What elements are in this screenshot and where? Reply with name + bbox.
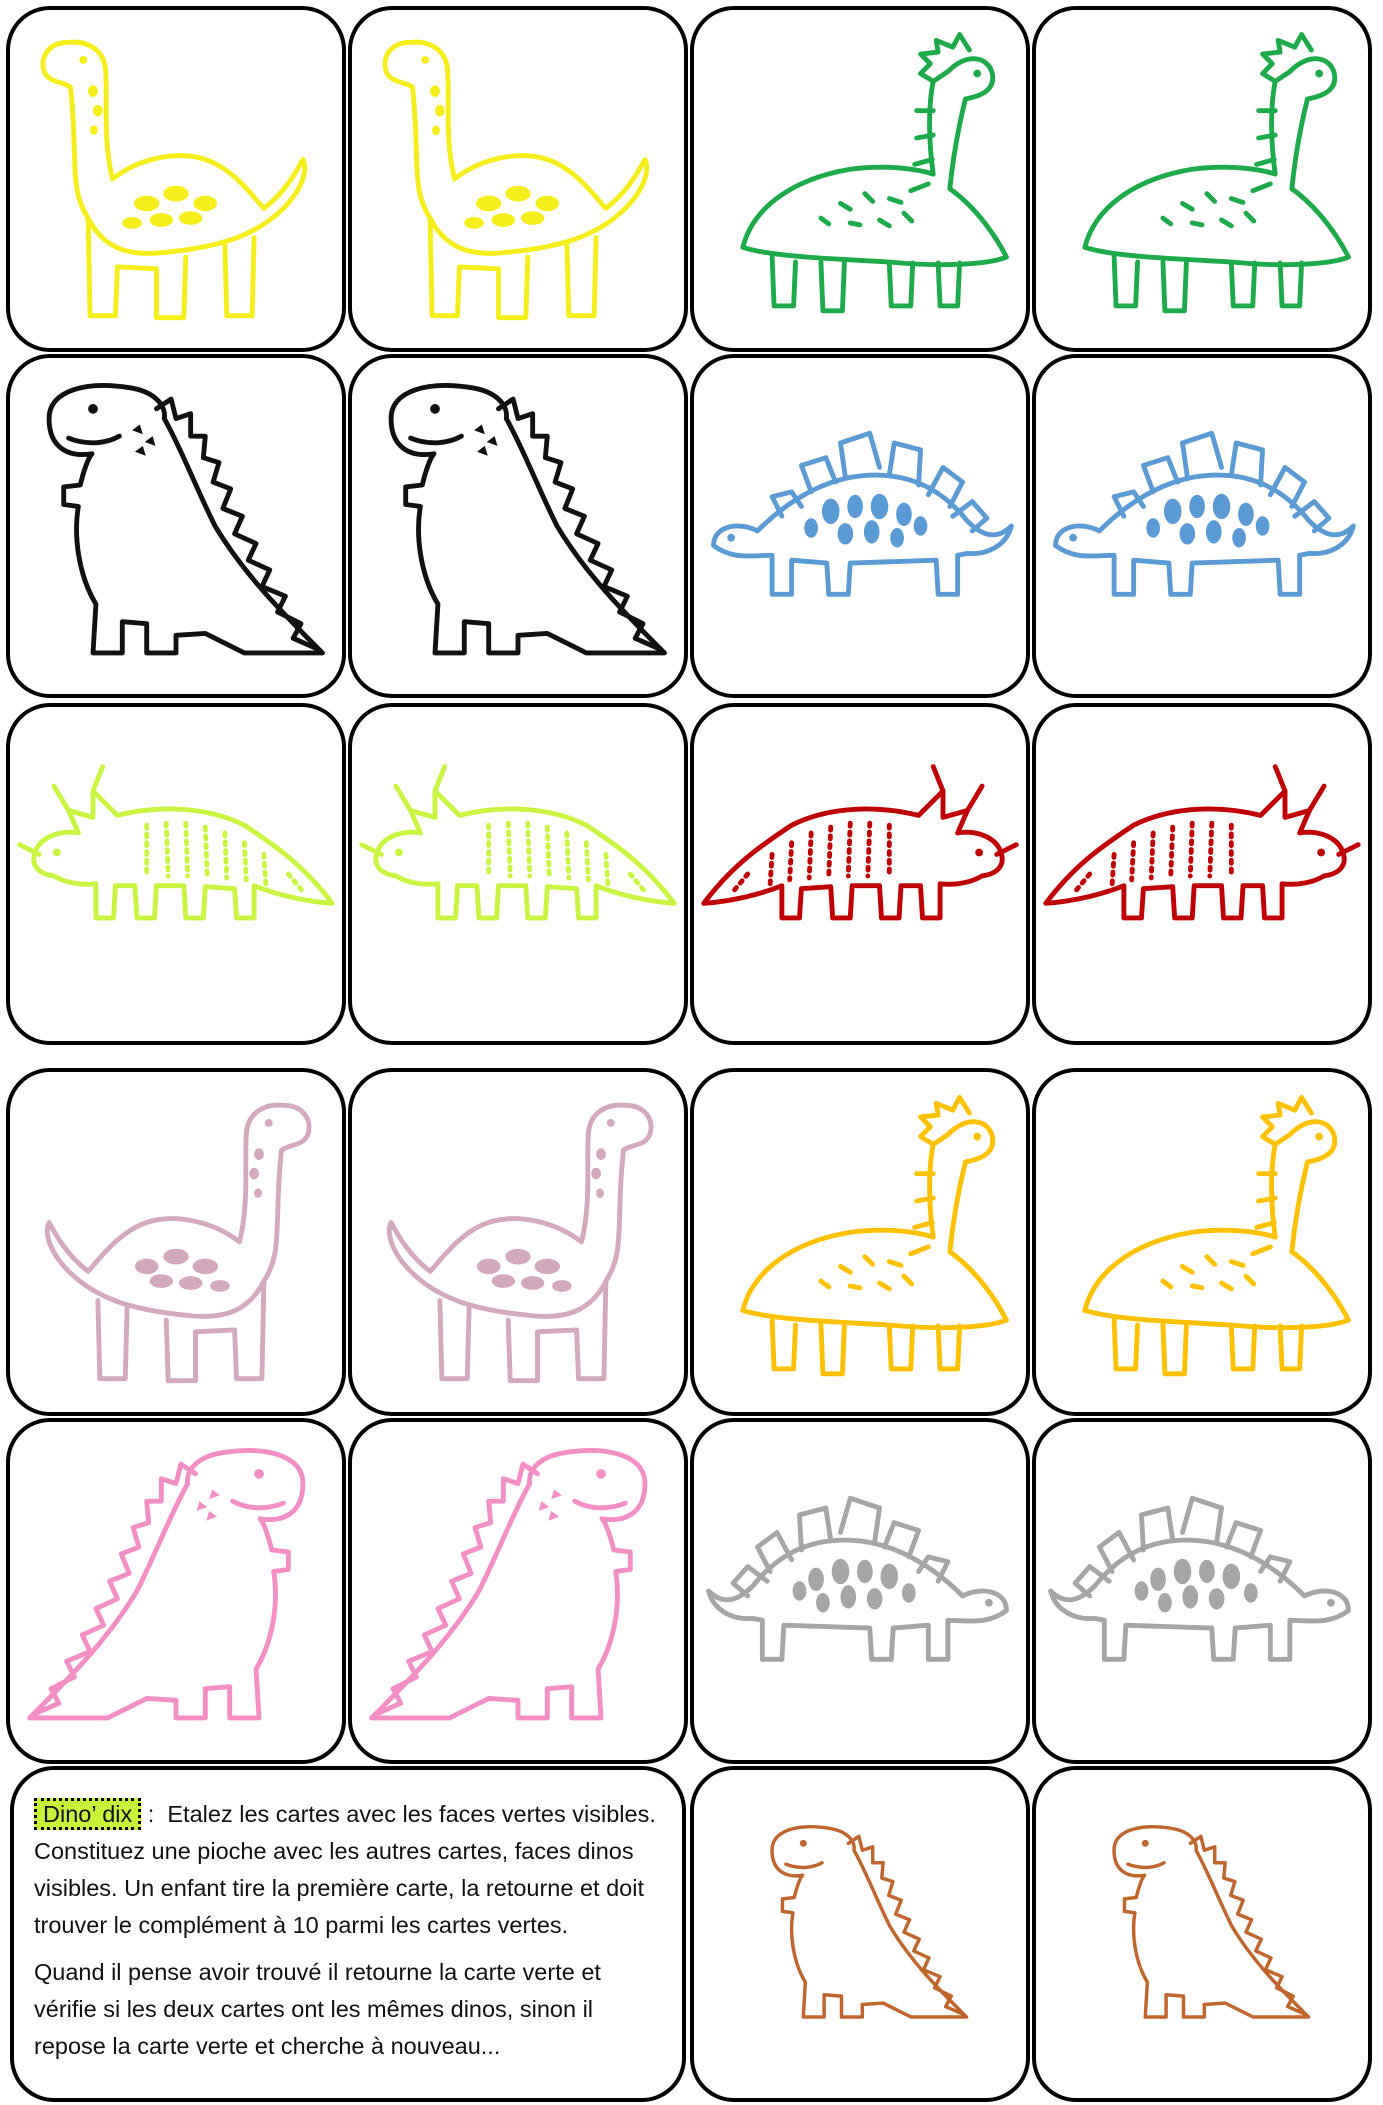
memory-card[interactable] (1032, 1766, 1372, 2102)
memory-card[interactable] (348, 703, 688, 1045)
spiky-longneck-dinosaur-icon (1082, 1095, 1351, 1377)
stegosaurus-dinosaur-icon (1048, 1495, 1351, 1662)
memory-card[interactable] (690, 1766, 1030, 2102)
memory-card[interactable] (1032, 354, 1372, 698)
spiky-longneck-dinosaur-icon (1082, 32, 1351, 314)
memory-card[interactable] (690, 6, 1030, 352)
memory-card[interactable] (690, 703, 1030, 1045)
title-separator: : (141, 1801, 155, 1827)
trex-dinosaur-icon (388, 383, 667, 656)
memory-card[interactable] (6, 6, 346, 352)
memory-card[interactable] (690, 1068, 1030, 1416)
brachiosaurus-dinosaur-icon (44, 1102, 312, 1384)
memory-card[interactable] (690, 1418, 1030, 1764)
game-rules-card: Dino’ dix : Etalez les cartes avec les f… (10, 1766, 686, 2102)
stegosaurus-dinosaur-icon (1053, 430, 1356, 597)
memory-card[interactable] (6, 354, 346, 698)
brachiosaurus-dinosaur-icon (40, 39, 308, 321)
triceratops-dinosaur-icon (17, 764, 335, 921)
memory-card[interactable] (1032, 6, 1372, 352)
memory-card[interactable] (348, 1418, 688, 1764)
stegosaurus-dinosaur-icon (711, 430, 1014, 597)
rules-paragraph-2: Quand il pense avoir trouvé il retourne … (34, 1959, 601, 2059)
brachiosaurus-dinosaur-icon (386, 1102, 654, 1384)
small-trex-dinosaur-icon (770, 1825, 969, 2019)
spiky-longneck-dinosaur-icon (740, 1095, 1009, 1377)
memory-card[interactable] (6, 703, 346, 1045)
rules-text-1: Etalez les cartes avec les faces vertes … (34, 1801, 656, 1938)
game-title-tag: Dino’ dix (34, 1798, 142, 1830)
memory-card[interactable] (1032, 1418, 1372, 1764)
memory-card[interactable] (6, 1418, 346, 1764)
trex-dinosaur-icon (369, 1448, 648, 1721)
memory-card[interactable] (348, 6, 688, 352)
spiky-longneck-dinosaur-icon (740, 32, 1009, 314)
memory-card[interactable] (690, 354, 1030, 698)
triceratops-dinosaur-icon (1043, 764, 1361, 921)
rules-paragraph-1: Dino’ dix : Etalez les cartes avec les f… (34, 1796, 660, 1944)
memory-card[interactable] (6, 1068, 346, 1416)
small-trex-dinosaur-icon (1112, 1825, 1311, 2019)
memory-card[interactable] (1032, 703, 1372, 1045)
triceratops-dinosaur-icon (701, 764, 1019, 921)
trex-dinosaur-icon (27, 1448, 306, 1721)
brachiosaurus-dinosaur-icon (382, 39, 650, 321)
triceratops-dinosaur-icon (359, 764, 677, 921)
memory-card[interactable] (348, 1068, 688, 1416)
memory-card[interactable] (348, 354, 688, 698)
memory-card[interactable] (1032, 1068, 1372, 1416)
trex-dinosaur-icon (46, 383, 325, 656)
stegosaurus-dinosaur-icon (706, 1495, 1009, 1662)
